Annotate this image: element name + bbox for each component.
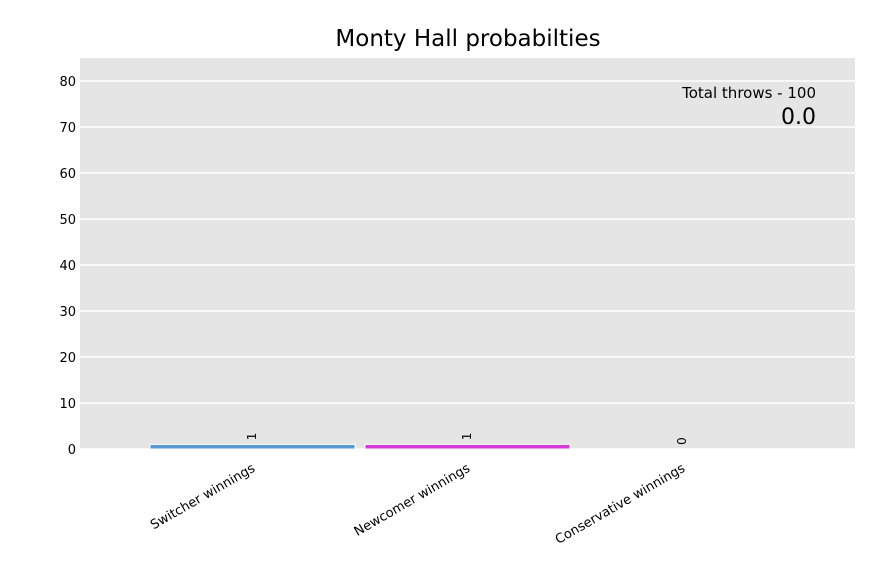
y-axis: 0 10 20 30 40 50 60 70 80 (59, 75, 76, 458)
y-tick-label: 30 (59, 305, 76, 320)
bar (364, 443, 571, 450)
y-tick-label: 0 (68, 443, 76, 458)
chart-title: Monty Hall probabilties (335, 26, 600, 52)
y-tick-label: 10 (59, 397, 76, 412)
y-tick-label: 40 (59, 259, 76, 274)
y-tick-label: 50 (59, 213, 76, 228)
bar (149, 443, 356, 450)
x-category-label: Conservative winnings (553, 461, 688, 548)
bar-value-label: 1 (245, 433, 259, 441)
plot-area (80, 58, 855, 449)
y-tick-label: 80 (59, 75, 76, 90)
total-throws-label: Total throws - 100 (681, 84, 816, 102)
y-tick-label: 70 (59, 121, 76, 136)
y-tick-label: 60 (59, 167, 76, 182)
y-tick-label: 20 (59, 351, 76, 366)
x-category-label: Switcher winnings (148, 461, 258, 533)
bar-value-label: 1 (460, 433, 474, 441)
gridlines (80, 80, 855, 450)
bar-value-label: 0 (675, 437, 689, 445)
bar-value-labels: 1 1 0 (245, 433, 689, 445)
probability-value: 0.0 (781, 105, 816, 130)
x-category-label: Newcomer winnings (352, 461, 473, 540)
bars (149, 443, 571, 450)
x-axis: Switcher winnings Newcomer winnings Conser… (148, 461, 688, 548)
